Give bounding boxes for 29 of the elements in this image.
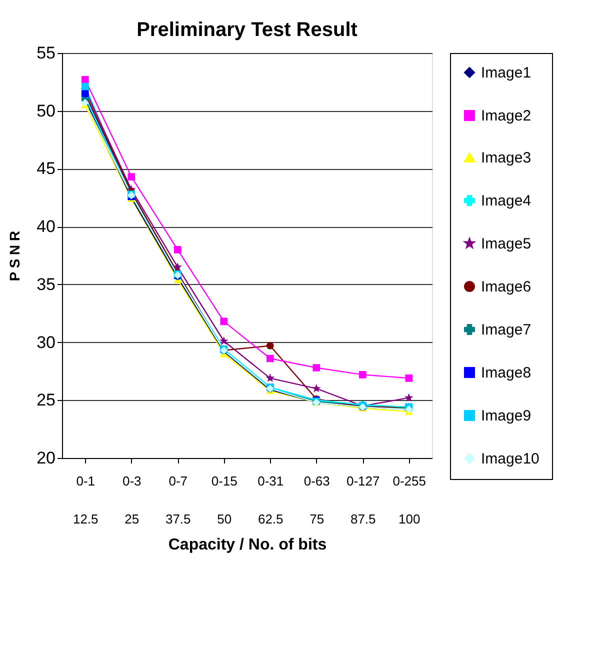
- legend-label: Image4: [481, 192, 532, 210]
- chart-title: Preliminary Test Result: [136, 19, 358, 41]
- legend-label: Image8: [481, 364, 532, 382]
- category-label: 0-3 25: [122, 474, 142, 526]
- legend-label: Image1: [481, 64, 532, 82]
- y-axis-title: P S N R: [6, 230, 23, 282]
- legend-label: Image3: [481, 150, 532, 166]
- y-tick-label: 40: [36, 217, 56, 236]
- y-tick-label: 20: [36, 448, 56, 468]
- y-tick-label: 25: [36, 390, 56, 410]
- legend-label: Image10: [481, 450, 540, 468]
- legend-label: Image7: [481, 322, 532, 338]
- category-label: 0-63 75: [304, 474, 330, 526]
- y-tick-label: 50: [36, 101, 56, 120]
- category-label: 0-127 87.5: [346, 474, 380, 526]
- y-tick-label: 55: [36, 44, 56, 62]
- category-label: 0-1 12.5: [72, 474, 98, 526]
- x-axis-title: Capacity / No. of bits: [168, 536, 327, 554]
- legend-label: Image5: [481, 236, 532, 252]
- y-tick-label: 35: [36, 274, 56, 294]
- category-label: 0-255 100: [392, 474, 426, 526]
- category-label: 0-31 62.5: [258, 474, 284, 526]
- category-label: 0-15 50: [211, 474, 238, 526]
- y-tick-label: 45: [36, 159, 56, 178]
- y-tick-label: 30: [36, 332, 56, 352]
- legend-label: Image6: [481, 278, 532, 296]
- category-label: 0-7 37.5: [165, 474, 191, 526]
- legend-label: Image9: [481, 408, 532, 424]
- legend-label: Image2: [481, 108, 532, 124]
